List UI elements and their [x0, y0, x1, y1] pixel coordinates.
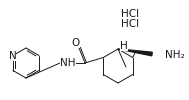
- Text: NH₂: NH₂: [165, 50, 185, 60]
- Text: H: H: [120, 41, 128, 51]
- Polygon shape: [118, 49, 152, 56]
- Text: HCl: HCl: [121, 19, 139, 29]
- Text: HCl: HCl: [121, 9, 139, 19]
- Text: N: N: [9, 51, 16, 61]
- Text: O: O: [72, 38, 80, 48]
- Text: NH: NH: [60, 58, 76, 69]
